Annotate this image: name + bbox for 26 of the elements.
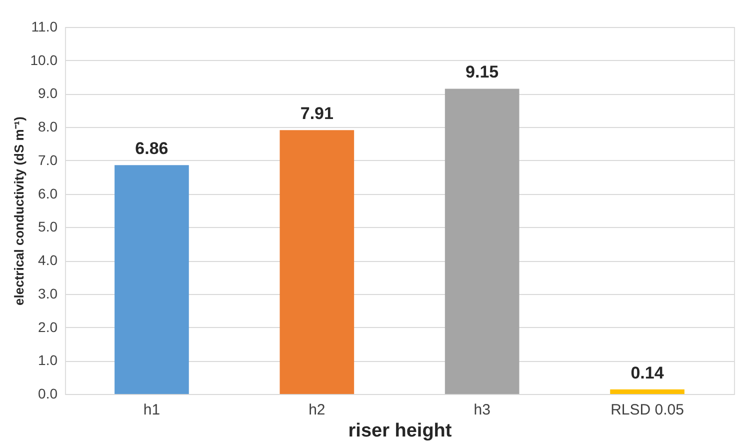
y-tick-label: 6.0	[38, 185, 58, 202]
x-tick-label: h3	[474, 402, 490, 418]
x-axis-title: riser height	[348, 420, 452, 442]
y-tick-label: 8.0	[38, 118, 58, 135]
data-label: 7.91	[300, 104, 334, 124]
bar	[280, 130, 354, 394]
y-tick-label: 11.0	[31, 18, 58, 34]
y-tick-label: 7.0	[38, 152, 58, 168]
y-tick-label: 2.0	[38, 318, 58, 335]
y-tick-label: 5.0	[38, 218, 58, 235]
x-tick-label: RLSD 0.05	[610, 402, 684, 418]
data-label: 9.15	[466, 62, 499, 82]
y-tick-label: 1.0	[38, 352, 58, 368]
y-tick-label: 0.0	[38, 386, 58, 402]
y-axis-title: electrical conductivity (dS m⁻¹)	[11, 116, 26, 306]
y-tick-label: 4.0	[38, 252, 58, 268]
x-tick-label: h2	[308, 402, 326, 418]
bar	[610, 389, 684, 394]
x-tick-label: h1	[143, 402, 160, 418]
bar	[444, 88, 520, 394]
data-label: 0.14	[630, 363, 664, 382]
data-label: 6.86	[135, 139, 168, 158]
y-tick-label: 10.0	[30, 52, 58, 68]
bar	[114, 165, 189, 394]
y-tick-label: 9.0	[38, 85, 58, 102]
y-tick-label: 3.0	[38, 285, 58, 302]
